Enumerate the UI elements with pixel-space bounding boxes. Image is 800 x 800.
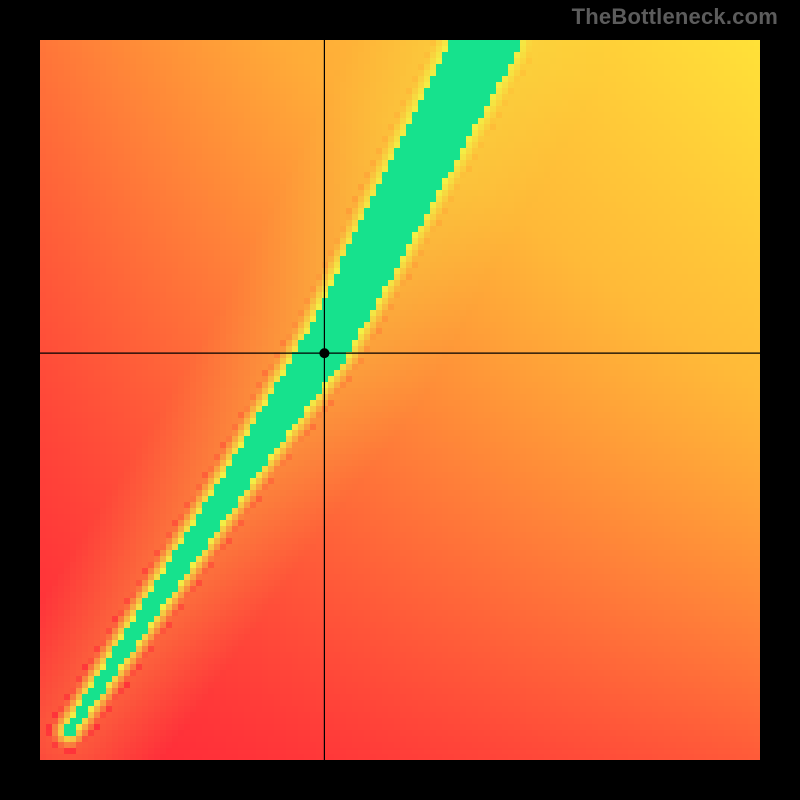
heatmap-canvas: [40, 40, 760, 760]
plot-area: [40, 40, 760, 760]
chart-container: TheBottleneck.com: [0, 0, 800, 800]
watermark-text: TheBottleneck.com: [572, 4, 778, 30]
